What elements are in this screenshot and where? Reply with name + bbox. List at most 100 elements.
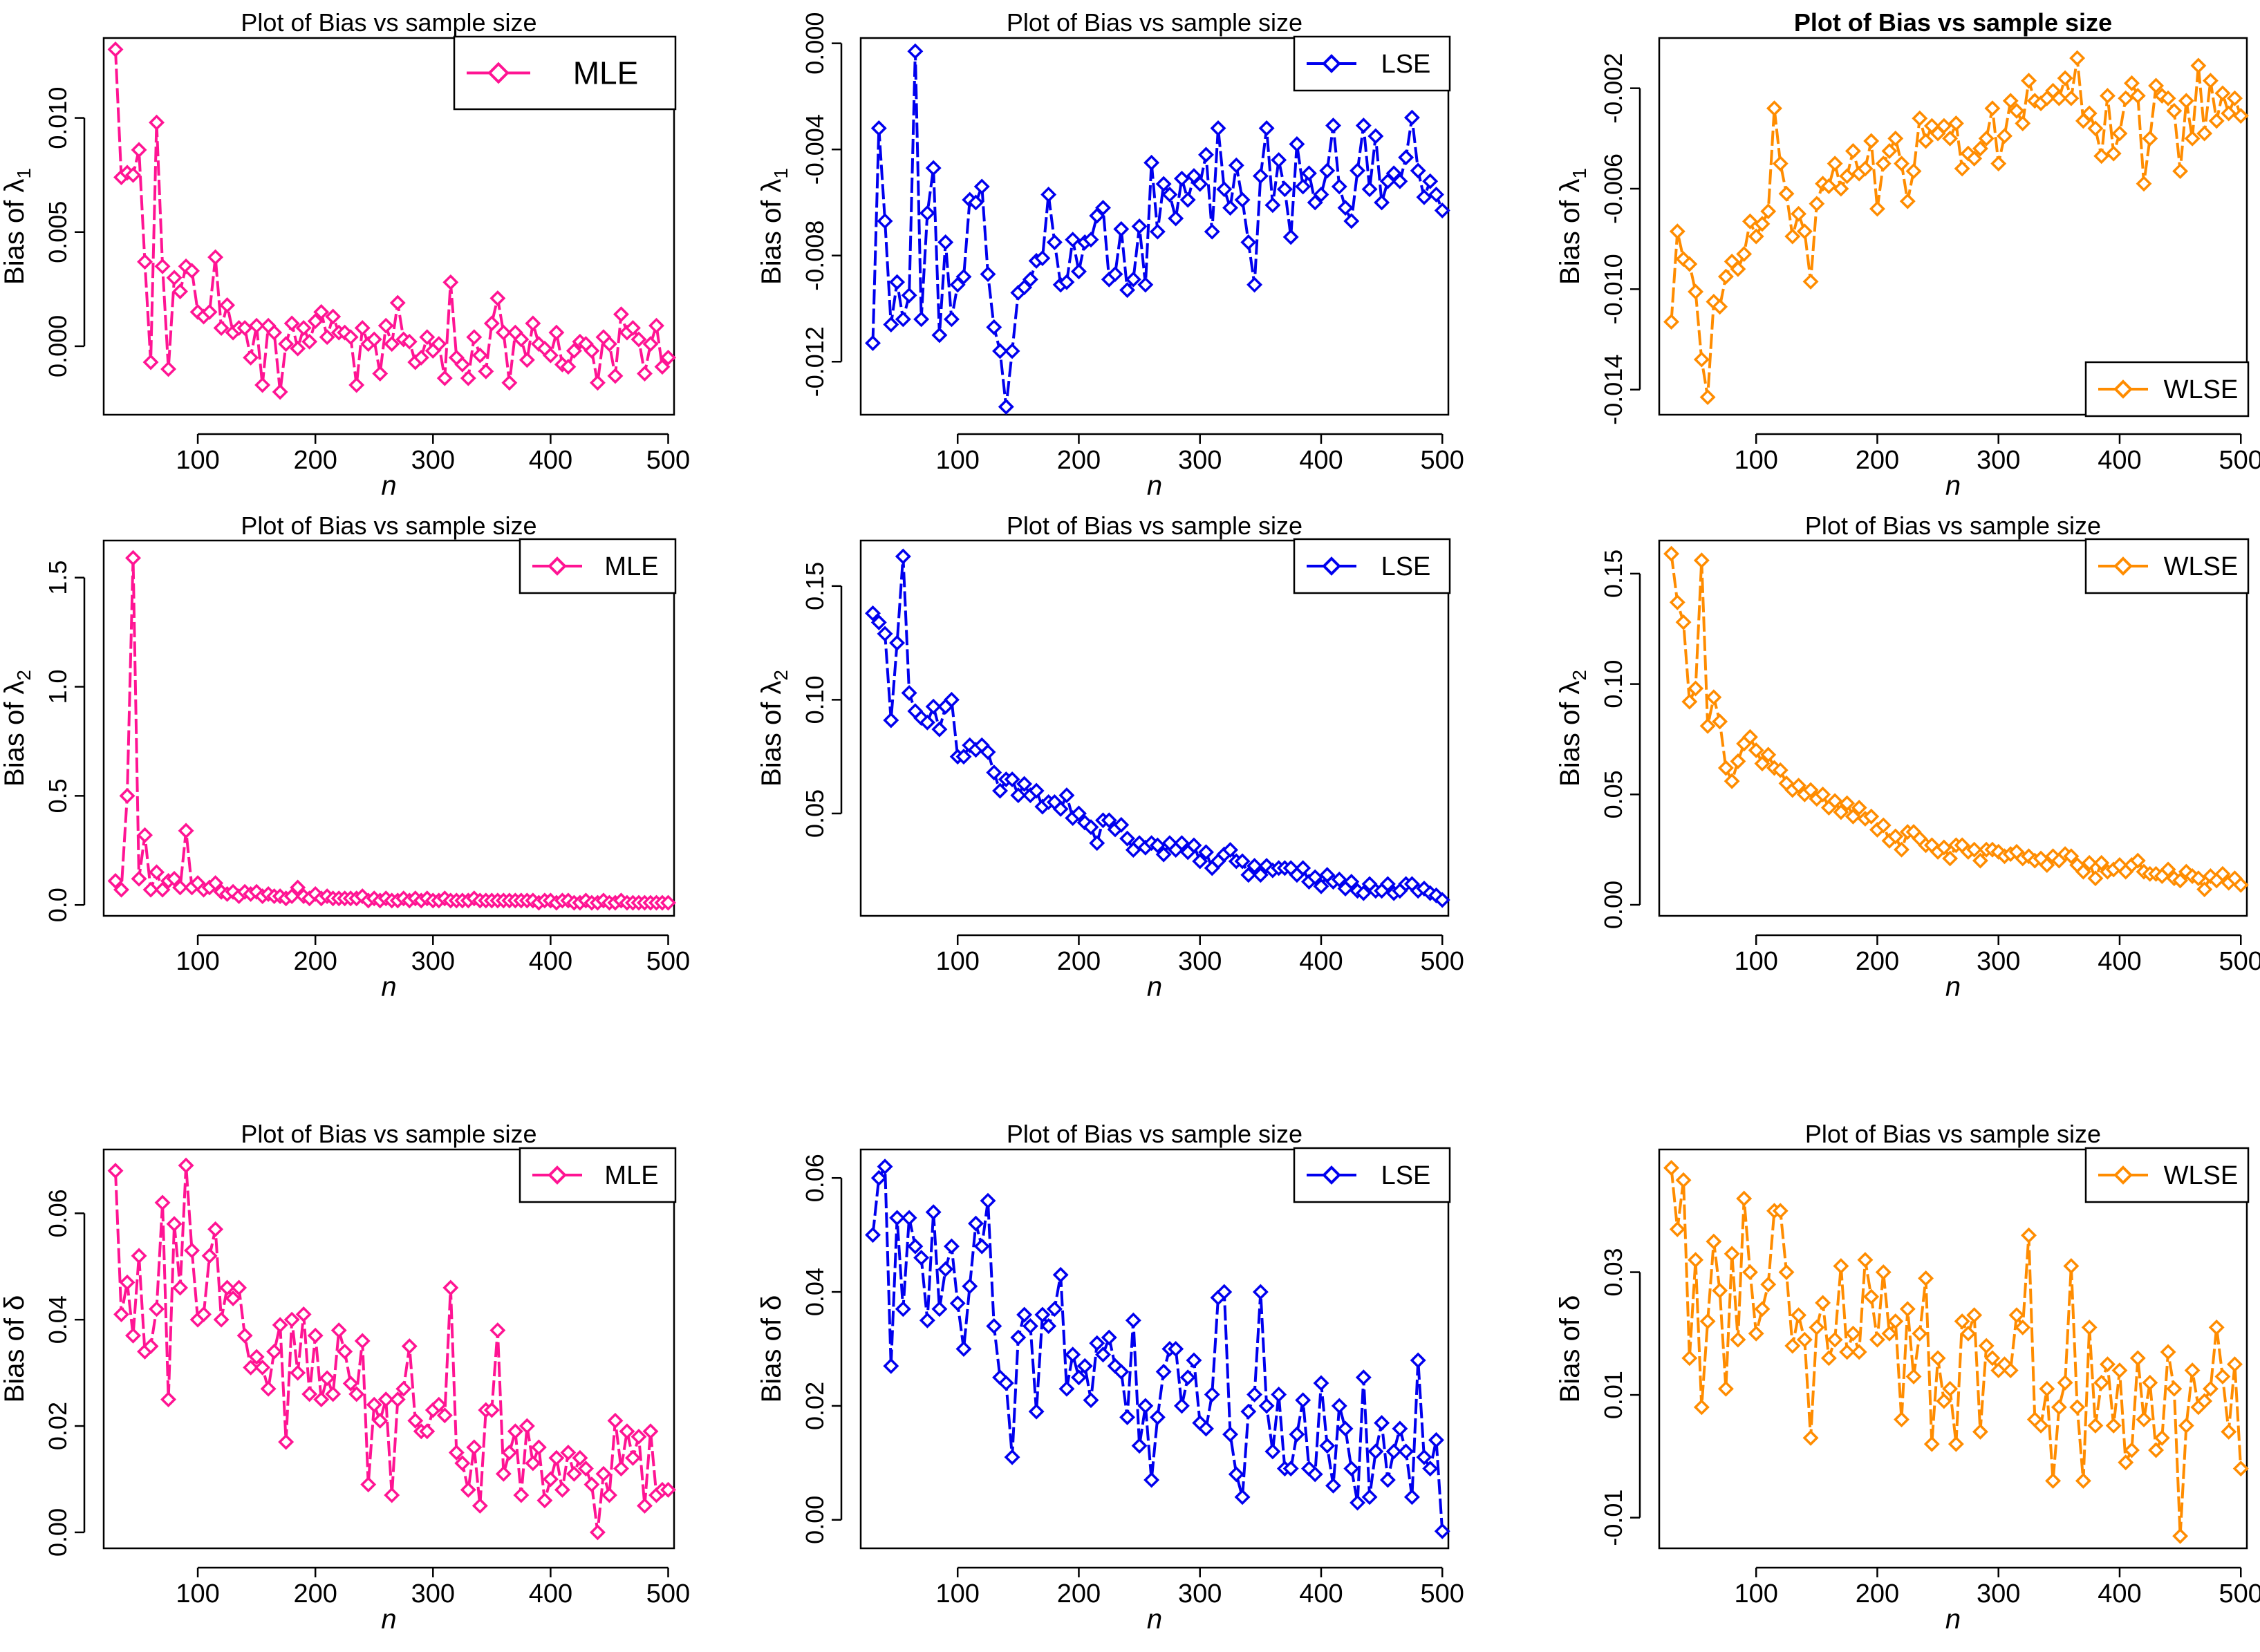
data-point xyxy=(1699,717,1716,734)
data-point xyxy=(142,354,159,370)
y-tick-label: 1.5 xyxy=(44,561,72,595)
data-point xyxy=(413,349,429,366)
data-point xyxy=(231,1279,248,1296)
data-point xyxy=(1730,1331,1746,1348)
data-point xyxy=(1070,1369,1087,1386)
data-point xyxy=(1168,210,1184,227)
legend-wlse: WLSE xyxy=(2084,1147,2250,1203)
chart-panel-wlse-lambda1: Plot of Bias vs sample size 100 200 300 400 5… xyxy=(1521,0,2260,518)
y-axis-label-prefix: Bias of xyxy=(756,193,787,285)
data-point xyxy=(913,1250,930,1266)
data-point xyxy=(1663,545,1680,562)
series-line-wlse xyxy=(1670,1167,2243,1538)
data-point xyxy=(1276,181,1293,198)
data-point xyxy=(2154,1429,2170,1446)
data-point xyxy=(1748,742,1764,758)
y-axis-label: Bias of δ xyxy=(0,1295,30,1403)
data-point xyxy=(865,335,881,351)
x-tick-label: 500 xyxy=(1421,1579,1464,1608)
data-point xyxy=(560,1445,577,1461)
data-point xyxy=(1070,805,1087,822)
data-point xyxy=(1905,1368,1922,1385)
x-tick-label: 300 xyxy=(411,947,455,976)
data-point xyxy=(1113,220,1130,237)
data-point xyxy=(1252,1284,1269,1300)
data-point xyxy=(1113,816,1130,833)
data-point xyxy=(1289,1426,1305,1443)
data-point xyxy=(319,329,335,346)
y-axis-label-subscript: 2 xyxy=(13,670,35,681)
y-axis-label-prefix: Bias of xyxy=(756,695,787,787)
data-point xyxy=(2099,1356,2116,1373)
data-point xyxy=(1730,753,1746,769)
data-point xyxy=(1839,168,1856,185)
data-point xyxy=(1410,162,1426,179)
data-point xyxy=(431,1396,447,1413)
data-point xyxy=(149,1301,165,1317)
x-tick-label: 400 xyxy=(2098,947,2141,976)
data-point xyxy=(1137,276,1154,293)
data-point xyxy=(986,764,1002,781)
chart-panel-lse-lambda1: Plot of Bias vs sample size 100 200 300 400 5… xyxy=(754,0,1493,518)
data-point xyxy=(1966,1307,1983,1324)
x-tick-label: 300 xyxy=(411,446,455,475)
x-axis-label: n xyxy=(1945,1604,1961,1635)
data-point xyxy=(2129,1350,2146,1367)
data-point xyxy=(1820,1350,1837,1367)
data-point xyxy=(319,1370,335,1387)
diamond-marker-icon xyxy=(548,1165,567,1185)
legend-label: MLE xyxy=(604,552,658,581)
x-tick-label: 300 xyxy=(1977,446,2020,475)
data-point xyxy=(1422,1461,1439,1477)
plot-frame xyxy=(1658,37,2248,416)
data-point xyxy=(560,359,577,375)
data-point xyxy=(636,366,653,382)
data-point xyxy=(1331,178,1347,195)
plot-frame xyxy=(859,1148,1450,1550)
data-point xyxy=(2202,1380,2219,1397)
data-point xyxy=(577,1461,594,1477)
data-point xyxy=(607,368,624,384)
y-tick-label: 0.000 xyxy=(801,12,829,75)
data-point xyxy=(1802,1429,1819,1446)
data-point xyxy=(248,317,265,334)
data-point xyxy=(1894,841,1909,858)
x-tick-label: 100 xyxy=(1735,1579,1778,1608)
y-tick-label: -0.012 xyxy=(801,326,829,397)
data-point xyxy=(160,361,177,377)
data-point xyxy=(1173,1398,1190,1414)
data-point xyxy=(1022,271,1038,288)
plot-frame xyxy=(859,539,1450,917)
data-point xyxy=(2118,90,2134,106)
data-point xyxy=(2178,1417,2194,1434)
data-point xyxy=(1984,1350,2001,1367)
data-point xyxy=(1331,1398,1347,1414)
data-point xyxy=(260,1380,277,1397)
data-point xyxy=(2045,1472,2062,1489)
data-point xyxy=(2111,1362,2128,1379)
data-point xyxy=(149,114,165,131)
data-point xyxy=(877,1158,893,1175)
data-point xyxy=(1869,1331,1885,1348)
data-point xyxy=(1930,1350,1946,1367)
data-point xyxy=(1997,128,2012,144)
data-point xyxy=(901,287,917,303)
data-point xyxy=(1748,1325,1764,1342)
data-point xyxy=(1741,213,1758,229)
data-point xyxy=(2172,163,2189,180)
x-tick-label: 400 xyxy=(529,947,572,976)
x-tick-label: 500 xyxy=(646,947,690,976)
data-point xyxy=(119,1274,136,1290)
data-point xyxy=(1772,1203,1789,1219)
x-axis-label: n xyxy=(381,471,396,501)
data-point xyxy=(2105,1417,2122,1434)
data-point xyxy=(1252,168,1269,185)
y-axis-label-subscript: 2 xyxy=(1569,670,1590,681)
data-point xyxy=(1894,156,1909,172)
data-point xyxy=(1046,234,1063,251)
y-axis-label: Bias of λ1 xyxy=(0,168,35,285)
legend-wlse: WLSE xyxy=(2084,538,2250,594)
data-point xyxy=(1010,787,1027,804)
data-point xyxy=(613,306,629,323)
y-tick-label: 0.05 xyxy=(801,789,829,838)
